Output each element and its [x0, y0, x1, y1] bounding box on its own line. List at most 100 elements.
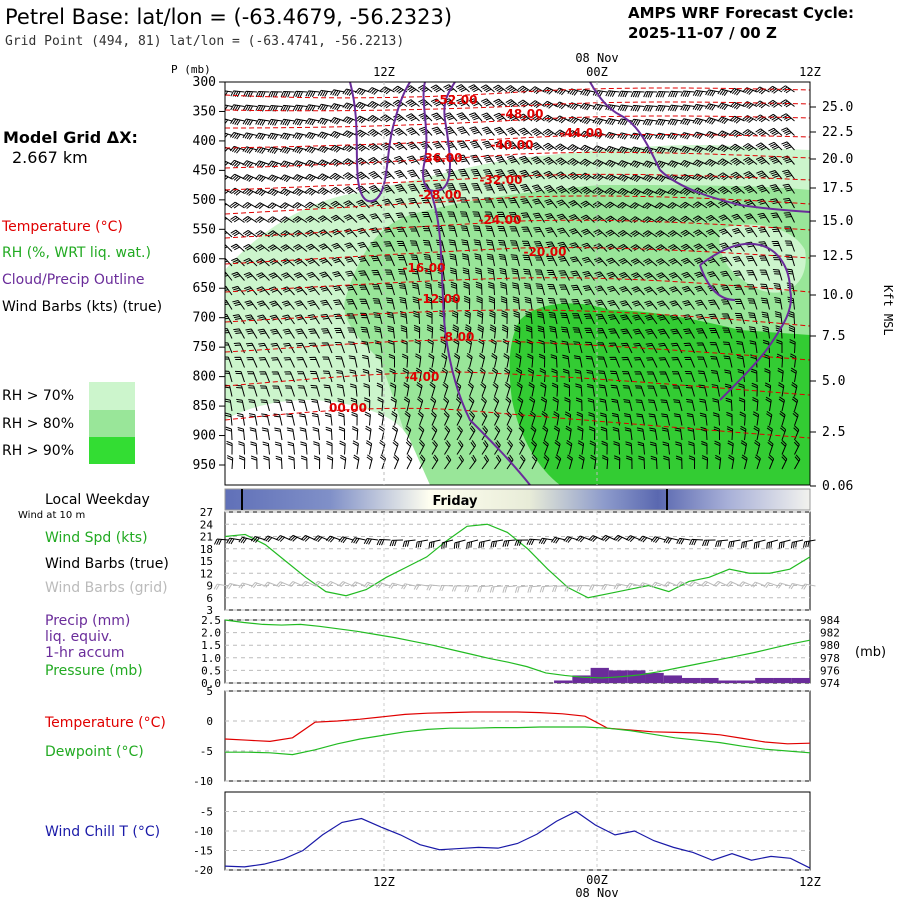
cs-wind-barb [732, 242, 745, 252]
cs-wind-barb [382, 212, 395, 223]
cs-wind-barb [435, 239, 445, 252]
precip-label-1: Precip (mm) [45, 613, 130, 629]
cs-wind-barb [530, 114, 545, 123]
cs-wind-barb [717, 88, 733, 97]
cs-wind-barb [491, 353, 498, 368]
cs-wind-barb [361, 354, 370, 368]
cs-wind-barb [505, 85, 520, 94]
temperature-contour-label: -36.00 [420, 151, 463, 165]
cs-wind-barb [519, 439, 526, 455]
cs-wind-barb [764, 382, 772, 397]
cs-wind-barb [567, 102, 583, 110]
cs-wind-barb [595, 313, 608, 325]
cs-wind-barb [508, 197, 520, 209]
cs-wind-barb [674, 427, 683, 441]
cs-wind-barb [606, 285, 620, 296]
cs-wind-barb [225, 313, 233, 325]
surface-wind-barb [402, 539, 416, 548]
cs-wind-barb [496, 211, 508, 223]
cs-wind-barb [325, 426, 333, 441]
cs-wind-barb [710, 370, 720, 383]
cs-wind-barb [367, 114, 383, 123]
grid-wind-barb [489, 585, 504, 593]
pressure-tick-label: 500 [193, 193, 216, 208]
cs-wind-barb [280, 244, 295, 252]
cs-wind-barb [229, 131, 245, 140]
cs-wind-barb [257, 328, 270, 339]
cs-wind-barb [659, 385, 670, 397]
cs-wind-barb [421, 211, 433, 223]
cs-wind-barb [225, 271, 233, 281]
cs-wind-barb [330, 214, 345, 223]
cs-wind-barb [368, 185, 383, 194]
cs-wind-barb [673, 413, 683, 426]
surface-wind-barb [575, 535, 591, 543]
cs-wind-barb [782, 183, 795, 194]
cs-wind-barb [405, 113, 420, 122]
cs-wind-barb [405, 425, 412, 441]
temperature-contour-label: -48.00 [501, 107, 544, 121]
wind-tick-label: 6 [206, 592, 213, 605]
cs-wind-barb [469, 425, 476, 441]
cs-wind-barb [726, 426, 734, 441]
cs-wind-barb [441, 353, 448, 368]
cs-wind-barb [564, 411, 572, 426]
cs-wind-barb [376, 382, 383, 397]
cs-wind-barb [555, 185, 570, 194]
cs-wind-barb [629, 146, 645, 154]
cs-wind-barb [432, 154, 445, 165]
cs-wind-barb [468, 396, 475, 412]
cs-wind-barb [304, 173, 320, 182]
cs-wind-barb [708, 313, 720, 325]
cs-wind-barb [332, 271, 345, 281]
cs-wind-barb [419, 140, 433, 151]
cs-wind-barb [699, 398, 708, 412]
grid-wind-barb [539, 585, 554, 593]
surface-wind-barb [288, 534, 304, 542]
cs-wind-barb [225, 412, 233, 426]
cs-wind-barb [469, 140, 483, 151]
cs-wind-barb [331, 242, 345, 252]
cs-wind-barb [354, 87, 370, 96]
cs-wind-barb [370, 241, 383, 252]
cs-wind-barb [307, 314, 320, 325]
cs-wind-barb [272, 385, 283, 397]
cs-wind-barb [572, 313, 583, 325]
cs-wind-barb [629, 174, 645, 183]
cs-wind-barb [720, 270, 733, 281]
cs-wind-barb [345, 284, 358, 296]
cs-wind-barb [464, 324, 472, 339]
cs-wind-barb [718, 214, 733, 223]
cs-wind-barb [354, 115, 370, 124]
cs-wind-barb [680, 104, 695, 112]
cs-wind-barb [396, 226, 408, 238]
cs-wind-barb [436, 253, 445, 267]
rh90-region [509, 303, 810, 485]
cs-wind-barb [630, 216, 645, 223]
cs-wind-barb [586, 369, 595, 383]
cs-wind-barb [771, 226, 783, 238]
cs-wind-barb [599, 398, 608, 412]
cs-wind-barb [626, 455, 633, 470]
cs-wind-barb [654, 188, 670, 197]
cs-wind-barb [305, 243, 320, 252]
cs-wind-barb [643, 286, 658, 296]
precip-tick-label: 0.5 [201, 664, 221, 677]
cs-wind-barb [444, 425, 451, 441]
cs-wind-barb [329, 158, 345, 167]
precip-tick-label: 1.5 [201, 639, 221, 652]
cs-wind-barb [333, 299, 345, 310]
cs-wind-barb [645, 328, 658, 339]
cs-wind-barb [493, 84, 508, 93]
cs-wind-barb [578, 454, 585, 470]
cs-wind-barb [418, 112, 433, 122]
cs-wind-barb [780, 439, 787, 455]
surface-wind-barb [650, 536, 666, 544]
wind-chill-line [224, 810, 811, 869]
cs-wind-barb [300, 441, 308, 455]
cs-wind-barb [558, 255, 570, 267]
cs-wind-barb [418, 425, 425, 441]
cs-wind-barb [313, 455, 321, 470]
cs-wind-barb [446, 197, 458, 209]
cs-wind-barb [630, 244, 645, 252]
